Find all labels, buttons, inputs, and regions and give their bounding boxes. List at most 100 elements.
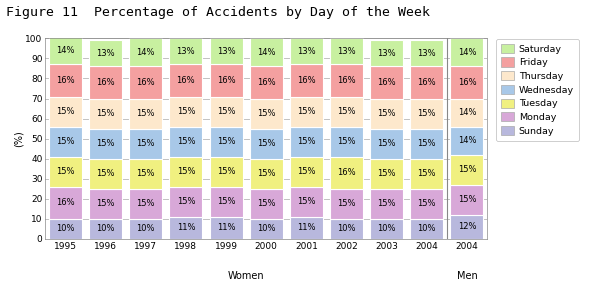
Text: 13%: 13% bbox=[297, 47, 316, 56]
Bar bbox=[290, 38, 323, 64]
Bar bbox=[49, 187, 82, 219]
Bar bbox=[209, 127, 243, 157]
Text: 16%: 16% bbox=[257, 78, 275, 87]
Text: 15%: 15% bbox=[378, 169, 396, 178]
Text: 15%: 15% bbox=[378, 139, 396, 148]
Text: 15%: 15% bbox=[458, 165, 476, 174]
Text: 15%: 15% bbox=[56, 107, 74, 116]
Bar bbox=[169, 217, 202, 239]
Text: 15%: 15% bbox=[137, 199, 155, 208]
Bar bbox=[49, 96, 82, 127]
Text: 16%: 16% bbox=[417, 78, 436, 87]
Text: 13%: 13% bbox=[217, 47, 235, 56]
Text: 10%: 10% bbox=[137, 224, 155, 233]
Text: Women: Women bbox=[228, 271, 264, 281]
Text: 14%: 14% bbox=[458, 108, 476, 117]
Text: 15%: 15% bbox=[137, 169, 155, 178]
Bar bbox=[410, 219, 443, 239]
Text: 15%: 15% bbox=[297, 167, 316, 176]
Bar bbox=[250, 66, 283, 99]
Bar bbox=[290, 157, 323, 187]
Text: 15%: 15% bbox=[417, 139, 436, 148]
Bar bbox=[370, 219, 403, 239]
Text: 14%: 14% bbox=[257, 48, 275, 57]
Bar bbox=[49, 64, 82, 96]
Bar bbox=[330, 127, 363, 157]
Bar bbox=[330, 64, 363, 96]
Bar bbox=[290, 96, 323, 127]
Bar bbox=[370, 129, 403, 159]
Bar bbox=[129, 99, 162, 129]
Bar bbox=[49, 157, 82, 187]
Text: Figure 11  Percentage of Accidents by Day of the Week: Figure 11 Percentage of Accidents by Day… bbox=[6, 6, 430, 19]
Text: 15%: 15% bbox=[96, 199, 115, 208]
Text: 10%: 10% bbox=[257, 224, 275, 233]
Text: 15%: 15% bbox=[56, 137, 74, 146]
Text: 16%: 16% bbox=[217, 76, 235, 85]
Text: 15%: 15% bbox=[297, 197, 316, 206]
Text: 15%: 15% bbox=[458, 195, 476, 204]
Bar bbox=[49, 127, 82, 157]
Bar bbox=[89, 66, 122, 99]
Text: 16%: 16% bbox=[137, 78, 155, 87]
Text: 15%: 15% bbox=[177, 107, 195, 116]
Bar bbox=[410, 66, 443, 99]
Bar bbox=[209, 217, 243, 239]
Y-axis label: (%): (%) bbox=[14, 130, 24, 147]
Bar bbox=[49, 36, 82, 64]
Text: 13%: 13% bbox=[337, 47, 356, 56]
Legend: Saturday, Friday, Thursday, Wednesday, Tuesday, Monday, Sunday: Saturday, Friday, Thursday, Wednesday, T… bbox=[496, 39, 578, 140]
Bar bbox=[169, 127, 202, 157]
Text: 15%: 15% bbox=[378, 199, 396, 208]
Bar bbox=[451, 127, 483, 155]
Text: 16%: 16% bbox=[378, 78, 396, 87]
Text: 10%: 10% bbox=[337, 224, 356, 233]
Bar bbox=[451, 66, 483, 99]
Text: 15%: 15% bbox=[96, 139, 115, 148]
Text: 15%: 15% bbox=[137, 109, 155, 118]
Bar bbox=[250, 159, 283, 189]
Bar bbox=[330, 157, 363, 189]
Text: 13%: 13% bbox=[417, 49, 436, 58]
Bar bbox=[330, 189, 363, 219]
Text: 15%: 15% bbox=[96, 109, 115, 118]
Bar bbox=[129, 38, 162, 66]
Bar bbox=[451, 155, 483, 185]
Text: 11%: 11% bbox=[177, 223, 195, 232]
Bar bbox=[169, 38, 202, 64]
Text: 15%: 15% bbox=[297, 137, 316, 146]
Bar bbox=[370, 159, 403, 189]
Bar bbox=[410, 129, 443, 159]
Bar bbox=[250, 38, 283, 66]
Bar bbox=[49, 219, 82, 239]
Text: 15%: 15% bbox=[417, 169, 436, 178]
Text: 14%: 14% bbox=[137, 48, 155, 57]
Text: 10%: 10% bbox=[378, 224, 396, 233]
Text: 16%: 16% bbox=[337, 168, 356, 177]
Text: 13%: 13% bbox=[177, 47, 195, 56]
Bar bbox=[209, 38, 243, 64]
Text: 15%: 15% bbox=[257, 109, 275, 118]
Bar bbox=[169, 157, 202, 187]
Text: 16%: 16% bbox=[457, 78, 476, 87]
Bar bbox=[209, 187, 243, 217]
Bar bbox=[370, 189, 403, 219]
Bar bbox=[290, 217, 323, 239]
Bar bbox=[89, 99, 122, 129]
Text: 13%: 13% bbox=[378, 49, 396, 58]
Bar bbox=[250, 219, 283, 239]
Bar bbox=[451, 99, 483, 127]
Bar bbox=[89, 159, 122, 189]
Bar bbox=[129, 129, 162, 159]
Bar bbox=[330, 96, 363, 127]
Bar bbox=[129, 219, 162, 239]
Text: Men: Men bbox=[457, 271, 477, 281]
Text: 15%: 15% bbox=[56, 167, 74, 176]
Text: 16%: 16% bbox=[337, 76, 356, 85]
Bar bbox=[410, 159, 443, 189]
Bar bbox=[451, 185, 483, 215]
Bar bbox=[89, 40, 122, 66]
Bar bbox=[290, 187, 323, 217]
Text: 14%: 14% bbox=[458, 48, 476, 57]
Text: 15%: 15% bbox=[257, 139, 275, 148]
